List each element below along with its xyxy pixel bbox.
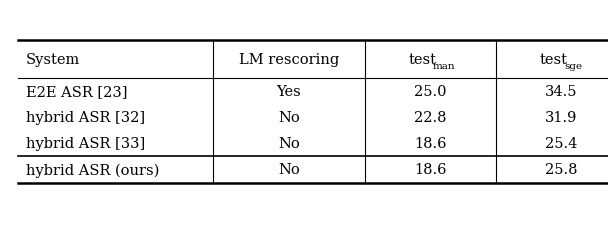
Text: 18.6: 18.6 <box>414 137 446 151</box>
Text: No: No <box>278 111 300 124</box>
Text: man: man <box>432 62 455 70</box>
Text: test: test <box>539 53 568 67</box>
Text: 31.9: 31.9 <box>545 111 577 124</box>
Text: hybrid ASR (ours): hybrid ASR (ours) <box>26 163 159 177</box>
Text: hybrid ASR [32]: hybrid ASR [32] <box>26 111 145 124</box>
Text: 22.8: 22.8 <box>414 111 446 124</box>
Text: hybrid ASR [33]: hybrid ASR [33] <box>26 137 145 151</box>
Text: 25.4: 25.4 <box>545 137 577 151</box>
Text: 25.8: 25.8 <box>545 163 577 177</box>
Text: E2E ASR [23]: E2E ASR [23] <box>26 84 127 98</box>
Text: Yes: Yes <box>277 84 301 98</box>
Text: System: System <box>26 53 80 67</box>
Text: 25.0: 25.0 <box>414 84 446 98</box>
Text: 18.6: 18.6 <box>414 163 446 177</box>
Text: LM rescoring: LM rescoring <box>239 53 339 67</box>
Text: No: No <box>278 137 300 151</box>
Text: 34.5: 34.5 <box>545 84 577 98</box>
Text: sge: sge <box>564 62 582 70</box>
Text: No: No <box>278 163 300 177</box>
Text: test: test <box>409 53 437 67</box>
